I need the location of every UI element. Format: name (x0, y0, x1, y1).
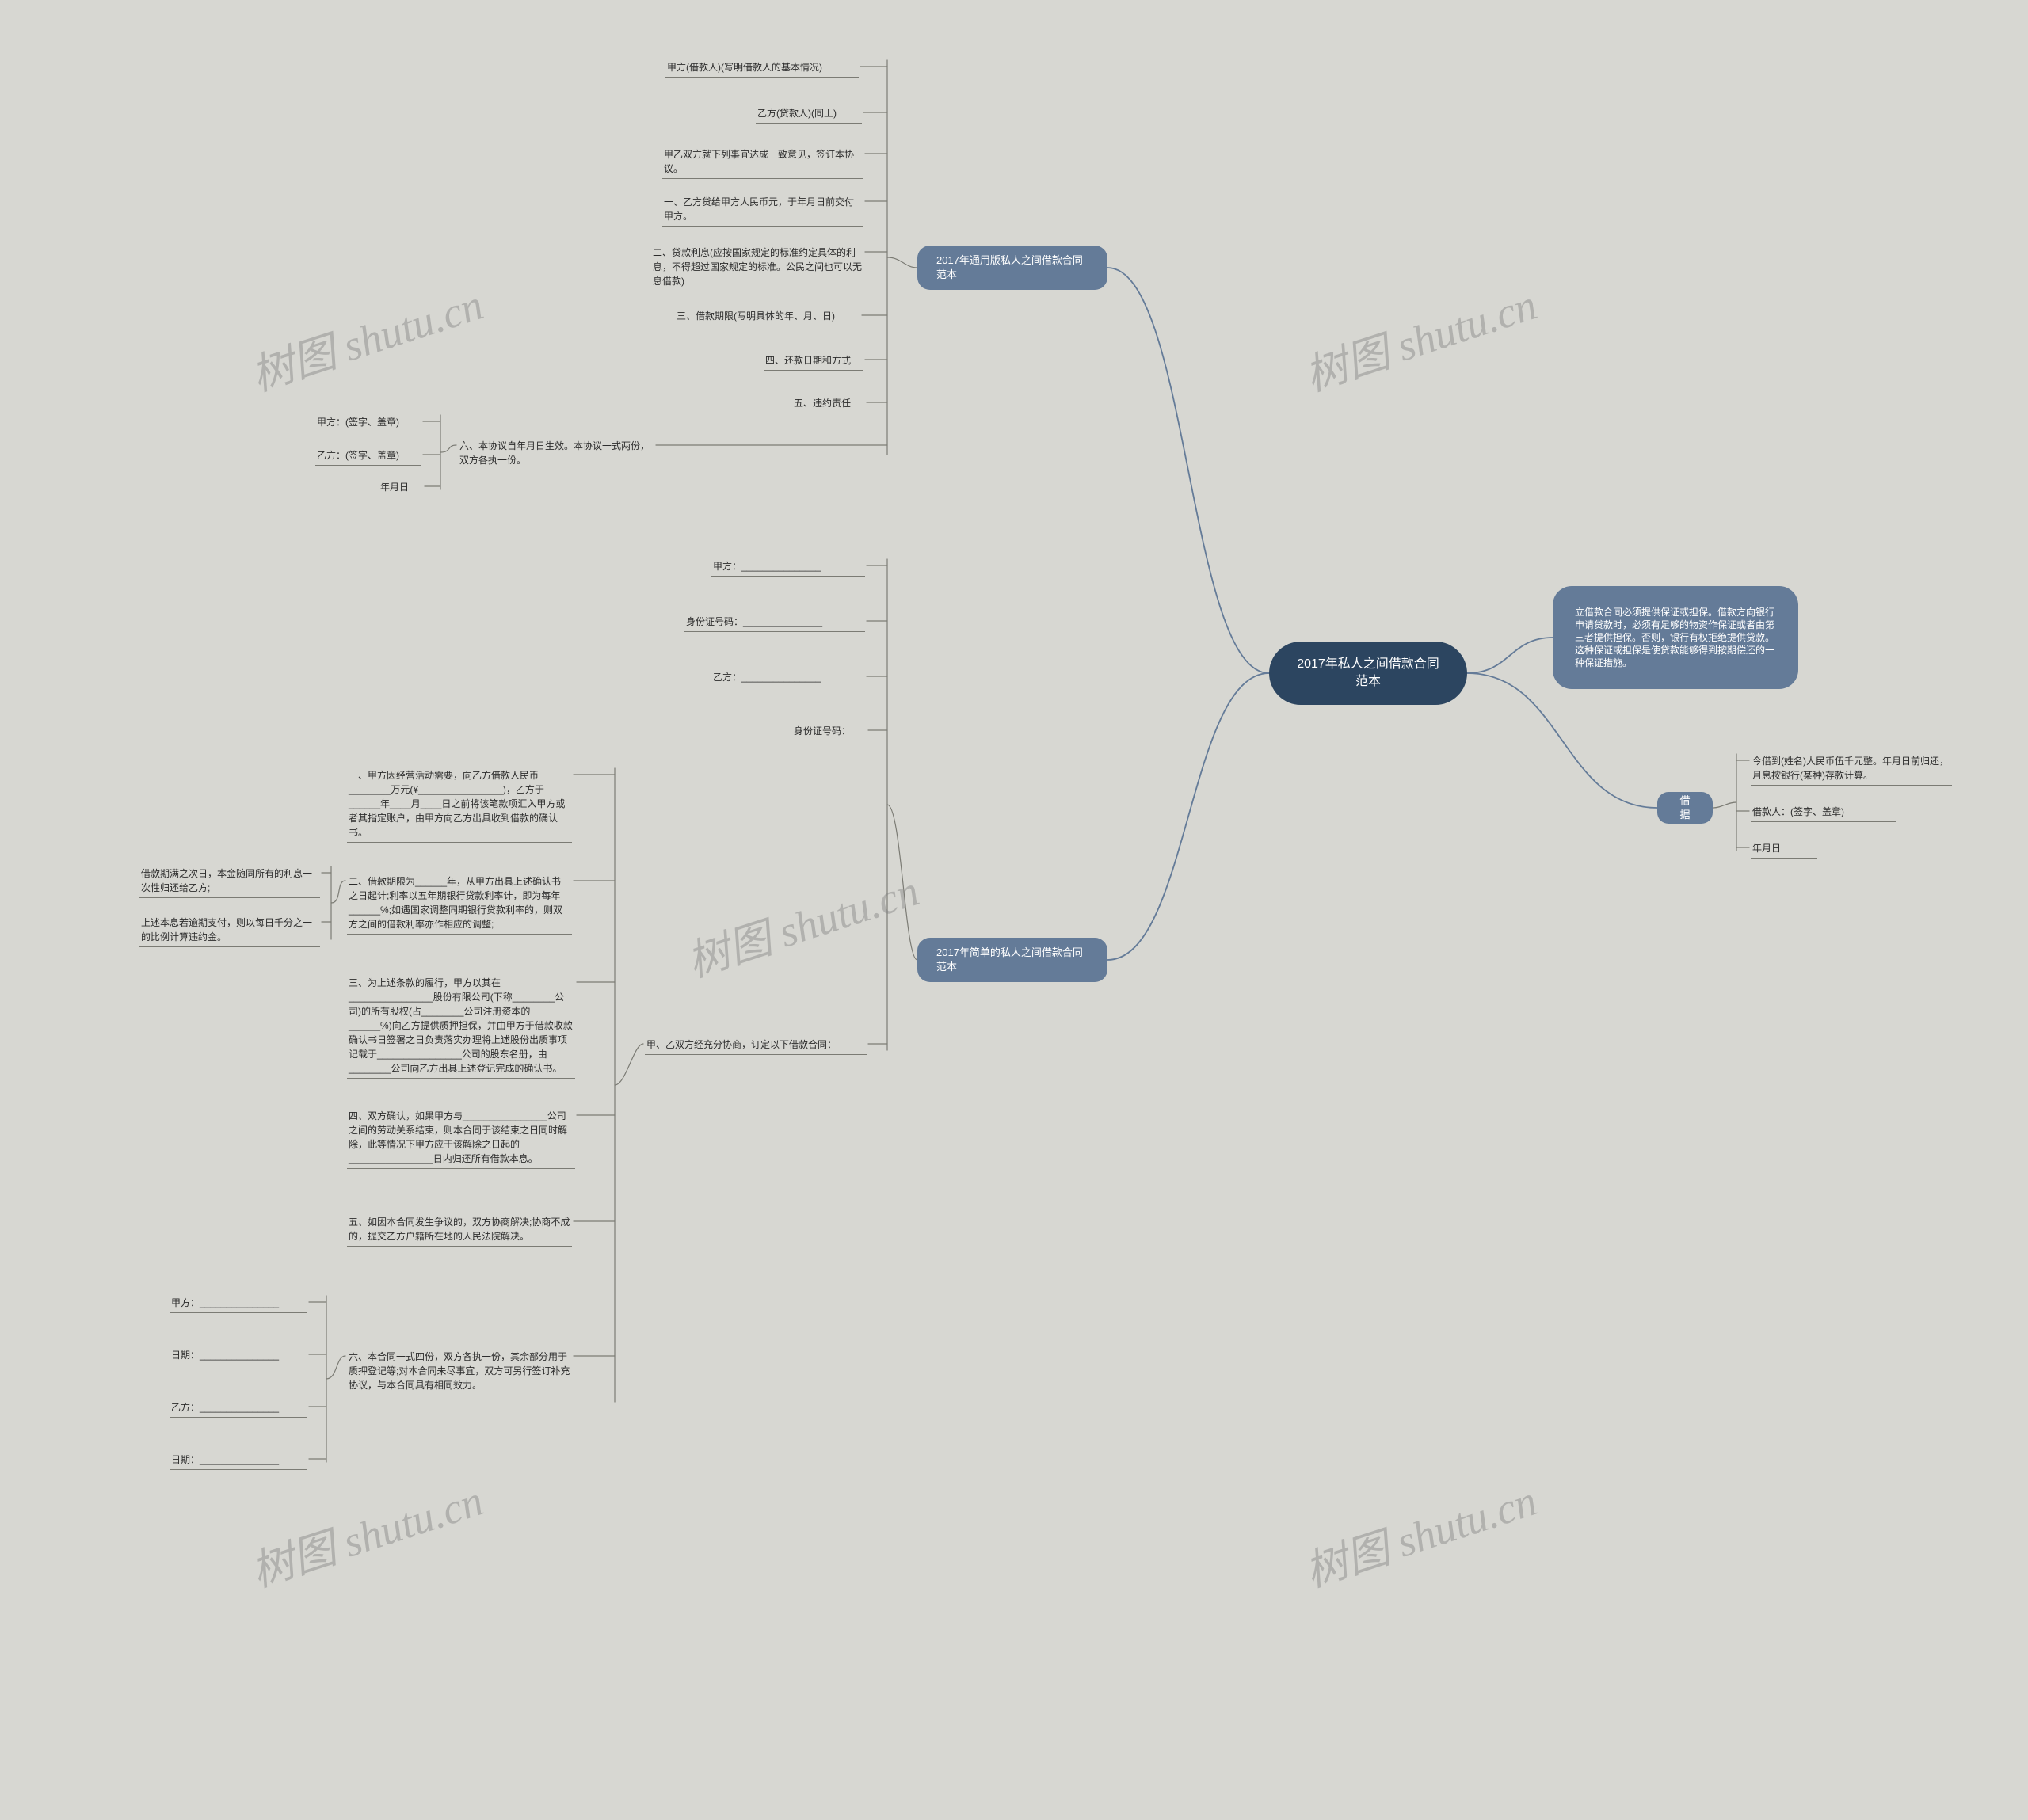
watermark: 树图 shutu.cn (678, 855, 926, 989)
leaf-node: 五、如因本合同发生争议的，双方协商解决;协商不成的，提交乙方户籍所在地的人民法院… (349, 1215, 570, 1243)
leaf-node: 甲乙双方就下列事宜达成一致意见，签订本协议。 (664, 147, 862, 176)
leaf-node: 年月日 (380, 480, 421, 494)
leaf-node: 乙方：_______________ (171, 1400, 306, 1414)
leaf-node: 借款期满之次日，本金随同所有的利息一次性归还给乙方; (141, 866, 318, 895)
leaf-node: 今借到(姓名)人民币伍千元整。年月日前归还，月息按银行(某种)存款计算。 (1752, 754, 1950, 782)
leaf-node: 甲方：_______________ (171, 1296, 306, 1310)
leaf-node: 甲方(借款人)(写明借款人的基本情况) (667, 60, 857, 74)
leaf-node: 甲、乙双方经充分协商，订定以下借款合同： (646, 1038, 865, 1052)
leaf-node: 四、双方确认，如果甲方与________________公司之间的劳动关系结束，… (349, 1109, 574, 1166)
leaf-node: 一、甲方因经营活动需要，向乙方借款人民币________万元(¥________… (349, 768, 570, 840)
leaf-node: 三、借款期限(写明具体的年、月、日) (677, 309, 859, 323)
leaf-node: 三、为上述条款的履行，甲方以其在________________股份有限公司(下… (349, 976, 574, 1076)
leaf-node: 四、还款日期和方式 (765, 353, 862, 367)
branch-node[interactable]: 2017年简单的私人之间借款合同范本 (917, 938, 1107, 982)
leaf-node: 甲方：(签字、盖章) (317, 415, 420, 429)
leaf-node: 甲方：_______________ (713, 559, 863, 573)
leaf-node: 日期：_______________ (171, 1348, 306, 1362)
leaf-node: 五、违约责任 (794, 396, 863, 410)
watermark: 树图 shutu.cn (1296, 269, 1544, 403)
leaf-node: 乙方：(签字、盖章) (317, 448, 420, 463)
leaf-node: 借款人：(签字、盖章) (1752, 805, 1895, 819)
info-node[interactable]: 立借款合同必须提供保证或担保。借款方向银行申请贷款时，必须有足够的物资作保证或者… (1553, 586, 1798, 689)
leaf-node: 身份证号码： (794, 724, 865, 738)
leaf-node: 上述本息若逾期支付，则以每日千分之一的比例计算违约金。 (141, 916, 318, 944)
leaf-node: 日期：_______________ (171, 1453, 306, 1467)
leaf-node: 六、本协议自年月日生效。本协议一式两份，双方各执一份。 (459, 439, 653, 467)
leaf-node: 乙方(贷款人)(同上) (757, 106, 860, 120)
branch-label: 2017年简单的私人之间借款合同范本 (936, 946, 1088, 973)
leaf-node: 二、贷款利息(应按国家规定的标准约定具体的利息，不得超过国家规定的标准。公民之间… (653, 246, 862, 288)
leaf-node: 身份证号码：_______________ (686, 615, 863, 629)
watermark: 树图 shutu.cn (1296, 1465, 1544, 1599)
watermark: 树图 shutu.cn (242, 269, 490, 403)
root-node[interactable]: 2017年私人之间借款合同范本 (1269, 642, 1467, 705)
branch-node[interactable]: 2017年通用版私人之间借款合同范本 (917, 246, 1107, 290)
leaf-node: 二、借款期限为______年，从甲方出具上述确认书之日起计;利率以五年期银行贷款… (349, 874, 570, 931)
leaf-node: 六、本合同一式四份，双方各执一份，其余部分用于质押登记等;对本合同未尽事宜，双方… (349, 1350, 570, 1392)
branch-label: 2017年通用版私人之间借款合同范本 (936, 253, 1088, 281)
branch-label: 借据 (1676, 794, 1694, 821)
leaf-node: 乙方：_______________ (713, 670, 863, 684)
leaf-node: 年月日 (1752, 841, 1816, 855)
leaf-node: 一、乙方贷给甲方人民币元，于年月日前交付甲方。 (664, 195, 862, 223)
root-label: 2017年私人之间借款合同范本 (1291, 656, 1445, 690)
branch-label: 立借款合同必须提供保证或担保。借款方向银行申请贷款时，必须有足够的物资作保证或者… (1575, 606, 1776, 670)
branch-node[interactable]: 借据 (1657, 792, 1713, 824)
watermark: 树图 shutu.cn (242, 1465, 490, 1599)
